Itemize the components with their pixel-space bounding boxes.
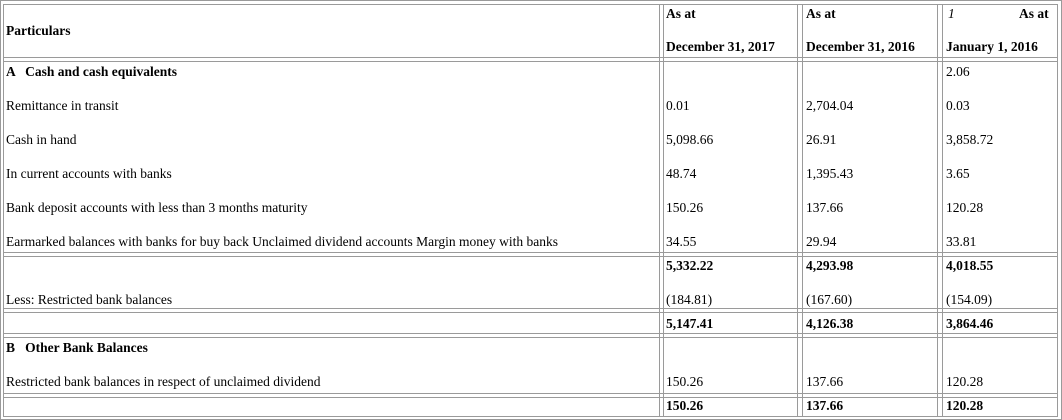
row-value: 120.28 xyxy=(946,200,984,215)
row-divider xyxy=(3,337,1058,338)
table-border-left xyxy=(0,0,1,420)
section-b-title: B Other Bank Balances xyxy=(6,340,148,355)
section-a-title-c3: 2.06 xyxy=(946,64,970,79)
table-border-top xyxy=(0,0,1062,1)
header-col1-date: December 31, 2017 xyxy=(666,39,775,54)
row-value: 3,858.72 xyxy=(946,132,994,147)
row-value: 150.26 xyxy=(666,374,704,389)
less-restricted-value: (167.60) xyxy=(806,292,853,307)
header-col3-mark: 1 xyxy=(948,6,955,21)
column-divider xyxy=(1057,4,1058,417)
section-b-total: 137.66 xyxy=(806,398,844,413)
row-value: 5,098.66 xyxy=(666,132,714,147)
section-a-total: 3,864.46 xyxy=(946,316,994,331)
subtotal-value: 5,332.22 xyxy=(666,258,714,273)
row-value: 33.81 xyxy=(946,234,977,249)
row-divider xyxy=(3,4,1058,5)
section-b-total: 150.26 xyxy=(666,398,704,413)
row-label: Earmarked balances with banks for buy ba… xyxy=(6,234,558,249)
row-value: 137.66 xyxy=(806,374,844,389)
subtotal-value: 4,018.55 xyxy=(946,258,994,273)
row-value: 137.66 xyxy=(806,200,844,215)
header-col3-date: January 1, 2016 xyxy=(946,39,1038,54)
row-label: Cash in hand xyxy=(6,132,77,147)
header-col2-as-at: As at xyxy=(806,6,836,21)
less-restricted-value: (184.81) xyxy=(666,292,713,307)
less-restricted-label: Less: Restricted bank balances xyxy=(6,292,173,307)
row-value: 29.94 xyxy=(806,234,837,249)
row-value: 0.01 xyxy=(666,98,690,113)
column-divider xyxy=(797,4,798,417)
column-divider xyxy=(663,4,664,417)
row-value: 0.03 xyxy=(946,98,970,113)
row-value: 1,395.43 xyxy=(806,166,854,181)
column-divider xyxy=(3,4,4,417)
row-divider xyxy=(3,57,1058,58)
row-divider xyxy=(3,333,1058,334)
section-b-total: 120.28 xyxy=(946,398,984,413)
less-restricted-value: (154.09) xyxy=(946,292,993,307)
row-divider xyxy=(3,397,1058,398)
header-col3-as-at: As at xyxy=(1019,6,1049,21)
row-value: 120.28 xyxy=(946,374,984,389)
header-col1-as-at: As at xyxy=(666,6,696,21)
row-value: 3.65 xyxy=(946,166,970,181)
header-particulars: Particulars xyxy=(6,23,71,38)
row-value: 48.74 xyxy=(666,166,697,181)
section-a-total: 5,147.41 xyxy=(666,316,714,331)
row-divider xyxy=(3,252,1058,253)
column-divider xyxy=(659,4,660,417)
column-divider xyxy=(937,4,938,417)
row-divider xyxy=(3,393,1058,394)
row-label: Remittance in transit xyxy=(6,98,119,113)
row-divider xyxy=(3,312,1058,313)
row-value: 150.26 xyxy=(666,200,704,215)
row-value: 34.55 xyxy=(666,234,697,249)
row-value: 2,704.04 xyxy=(806,98,854,113)
subtotal-value: 4,293.98 xyxy=(806,258,854,273)
column-divider xyxy=(802,4,803,417)
row-divider xyxy=(3,308,1058,309)
row-label: Bank deposit accounts with less than 3 m… xyxy=(6,200,308,215)
row-divider xyxy=(3,61,1058,62)
row-label: Restricted bank balances in respect of u… xyxy=(6,374,321,389)
header-col2-date: December 31, 2016 xyxy=(806,39,915,54)
column-divider xyxy=(942,4,943,417)
row-divider xyxy=(3,256,1058,257)
section-a-title: A Cash and cash equivalents xyxy=(6,64,178,79)
section-a-total: 4,126.38 xyxy=(806,316,854,331)
row-divider xyxy=(3,416,1058,417)
row-value: 26.91 xyxy=(806,132,837,147)
row-label: In current accounts with banks xyxy=(6,166,172,181)
